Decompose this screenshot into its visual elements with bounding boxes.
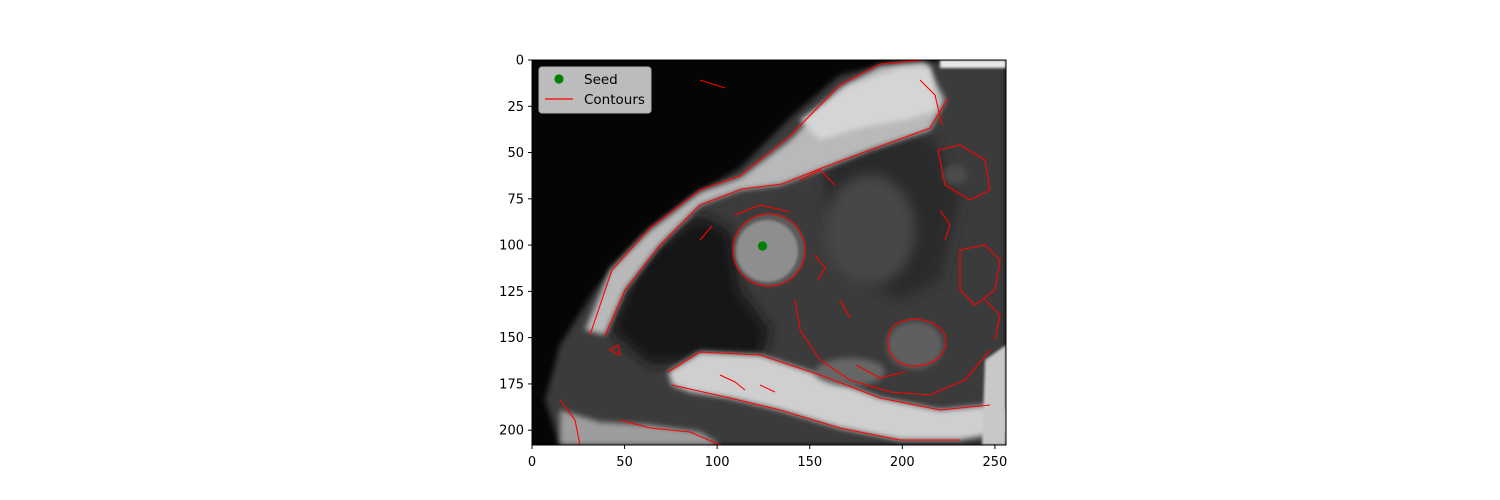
x-tick-label: 50 xyxy=(616,455,633,470)
y-tick-label: 25 xyxy=(507,100,524,115)
y-tick-label: 100 xyxy=(499,239,524,254)
y-tick-label: 0 xyxy=(516,54,524,69)
y-tick-label: 125 xyxy=(499,285,524,300)
y-tick-label: 150 xyxy=(499,331,524,346)
mri-image xyxy=(532,60,1006,445)
x-tick-label: 150 xyxy=(797,455,822,470)
axes-frame xyxy=(531,59,1007,446)
legend-box xyxy=(538,66,652,114)
seed-marker xyxy=(757,241,768,251)
legend-seed-marker xyxy=(554,74,564,84)
legend: Seed Contours xyxy=(538,66,652,114)
x-tick-label: 0 xyxy=(528,455,536,470)
contour-lines xyxy=(559,60,1001,445)
legend-seed-label: Seed xyxy=(584,72,618,88)
x-tick-label: 100 xyxy=(705,455,730,470)
y-tick-label: 75 xyxy=(507,192,524,207)
y-axis: 0 25 50 75 100 125 150 175 200 xyxy=(499,54,532,439)
x-tick-label: 200 xyxy=(890,455,915,470)
legend-contours-label: Contours xyxy=(584,92,645,108)
x-tick-label: 250 xyxy=(982,455,1007,470)
y-tick-label: 50 xyxy=(507,146,524,161)
y-tick-label: 200 xyxy=(499,424,524,439)
y-tick-label: 175 xyxy=(499,377,524,392)
x-axis: 0 50 100 150 200 250 xyxy=(528,445,1007,470)
